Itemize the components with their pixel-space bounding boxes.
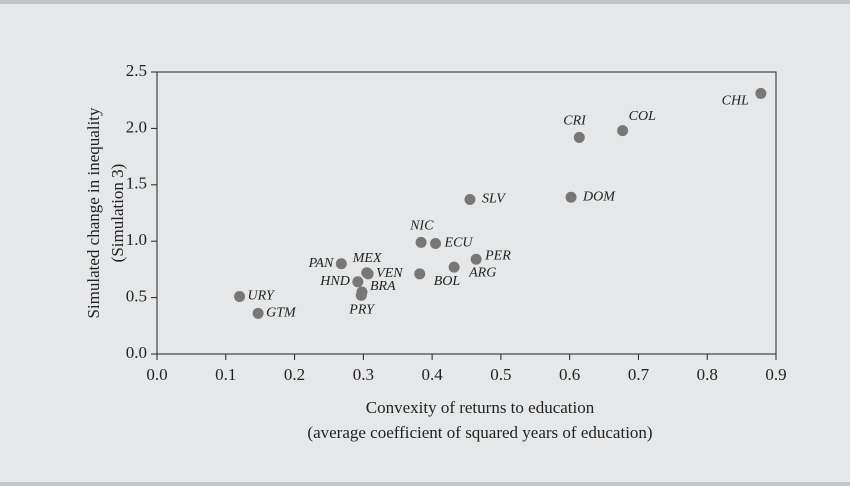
x-tick-label: 0.3 — [353, 365, 374, 384]
x-axis-label: Convexity of returns to education — [366, 398, 595, 417]
point — [430, 237, 442, 249]
point-label: GTM — [266, 306, 297, 321]
x-tick-label: 0.7 — [628, 365, 650, 384]
point — [448, 261, 460, 273]
point-label: NIC — [409, 219, 434, 234]
point — [415, 236, 427, 248]
y-tick-label: 0.5 — [126, 287, 147, 306]
x-tick-label: 0.8 — [697, 365, 718, 384]
x-tick-label: 0.4 — [421, 365, 443, 384]
point — [470, 253, 482, 265]
point-label: URY — [248, 289, 276, 304]
point — [617, 125, 629, 137]
y-tick-label: 1.0 — [126, 230, 147, 249]
point-label: ARG — [468, 265, 496, 280]
x-tick-label: 0.6 — [559, 365, 580, 384]
y-tick-label: 2.5 — [126, 61, 147, 80]
point-label: SLV — [482, 192, 506, 207]
plot-frame — [156, 71, 777, 355]
point — [573, 131, 585, 143]
point — [352, 276, 364, 288]
point — [355, 289, 367, 301]
x-tick-label: 0.2 — [284, 365, 305, 384]
y-tick-label: 1.5 — [126, 174, 147, 193]
bottom-rule — [0, 482, 850, 486]
x-tick-label: 0.1 — [215, 365, 236, 384]
x-tick-label: 0.5 — [490, 365, 511, 384]
x-tick-label: 0.0 — [146, 365, 167, 384]
point-label: PAN — [308, 256, 334, 271]
point — [565, 191, 577, 203]
point-label: VEN — [376, 266, 403, 281]
y-tick-label: 2.0 — [126, 117, 147, 136]
point-label: BRA — [370, 279, 396, 294]
top-rule — [0, 0, 850, 4]
point — [234, 290, 246, 302]
y-axis-label: (Simulation 3) — [108, 164, 127, 263]
point — [464, 193, 476, 205]
point-label: MEX — [352, 251, 382, 266]
x-tick-label: 0.9 — [765, 365, 786, 384]
point-label: CHL — [722, 94, 749, 109]
point — [362, 268, 374, 280]
point-label: HND — [319, 274, 350, 289]
point-label: COL — [629, 109, 656, 124]
point-label: PER — [484, 248, 511, 263]
point-label: PRY — [348, 303, 376, 318]
point-label: DOM — [582, 189, 616, 204]
point — [414, 268, 426, 280]
x-axis-label: (average coefficient of squared years of… — [307, 423, 652, 442]
point-label: CRI — [563, 114, 587, 129]
point — [252, 307, 264, 319]
point — [335, 258, 347, 270]
y-axis-label: Simulated change in inequality — [84, 107, 103, 319]
point-label: ECU — [444, 236, 474, 251]
y-tick-label: 0.0 — [126, 343, 147, 362]
point — [755, 87, 767, 99]
point-label: BOL — [434, 274, 461, 289]
